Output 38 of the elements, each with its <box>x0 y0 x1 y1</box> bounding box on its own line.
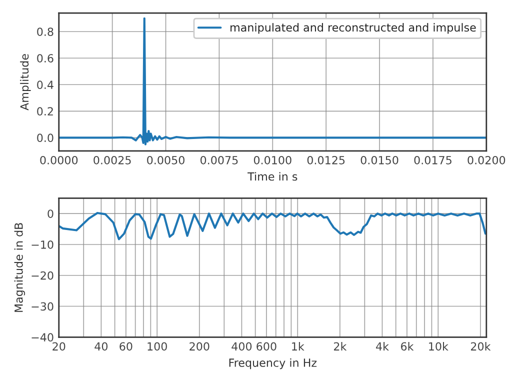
x-tick-label: 1k <box>292 342 304 350</box>
x-tick-label: 40 <box>94 342 108 351</box>
x-tick-label: 60 <box>120 342 132 351</box>
x-axis-title: Frequency in Hz <box>229 358 317 370</box>
x-tick-label: 0.0125 <box>307 156 345 164</box>
y-tick-label: 0 <box>48 210 54 218</box>
y-tick-label: 0.8 <box>37 28 54 36</box>
x-tick-label: 20k <box>470 342 491 351</box>
y-tick-label: −20 <box>32 271 54 280</box>
x-axis-title: Time in s <box>248 172 298 181</box>
x-tick-label: 0.0050 <box>147 156 184 164</box>
x-tick-label: 200 <box>190 342 210 351</box>
x-tick-label: 0.0025 <box>94 156 131 164</box>
x-tick-label: 4k <box>376 342 389 350</box>
x-tick-label: 0.0000 <box>40 156 78 164</box>
y-axis-title: Magnitude in dB <box>14 223 26 312</box>
y-tick-label: −40 <box>32 333 54 342</box>
x-tick-label: 10k <box>429 342 448 351</box>
line-series <box>58 17 486 146</box>
x-tick-label: 0.0100 <box>254 156 292 164</box>
x-tick-label: 0.0200 <box>468 156 506 164</box>
x-tick-label: 0.0075 <box>200 156 238 164</box>
y-tick-label: 0.4 <box>37 80 54 90</box>
y-tick-label: −10 <box>32 240 54 249</box>
x-tick-label: 2k <box>334 342 347 350</box>
y-tick-label: 0.2 <box>37 107 53 116</box>
x-tick-label: 100 <box>148 342 167 351</box>
y-axis-title: Amplitude <box>20 54 31 110</box>
x-tick-label: 400 <box>232 342 252 351</box>
x-tick-label: 20 <box>52 342 66 351</box>
x-tick-label: 6k <box>400 342 414 351</box>
y-tick-label: −30 <box>32 302 54 311</box>
y-tick-label: 0.0 <box>37 134 54 142</box>
x-tick-label: 600 <box>256 342 276 351</box>
x-tick-label: 0.0175 <box>414 156 452 164</box>
x-tick-label: 0.0150 <box>360 156 398 164</box>
y-tick-label: 0.6 <box>37 54 54 63</box>
legend-label: manipulated and reconstructed and impulse <box>230 23 476 34</box>
